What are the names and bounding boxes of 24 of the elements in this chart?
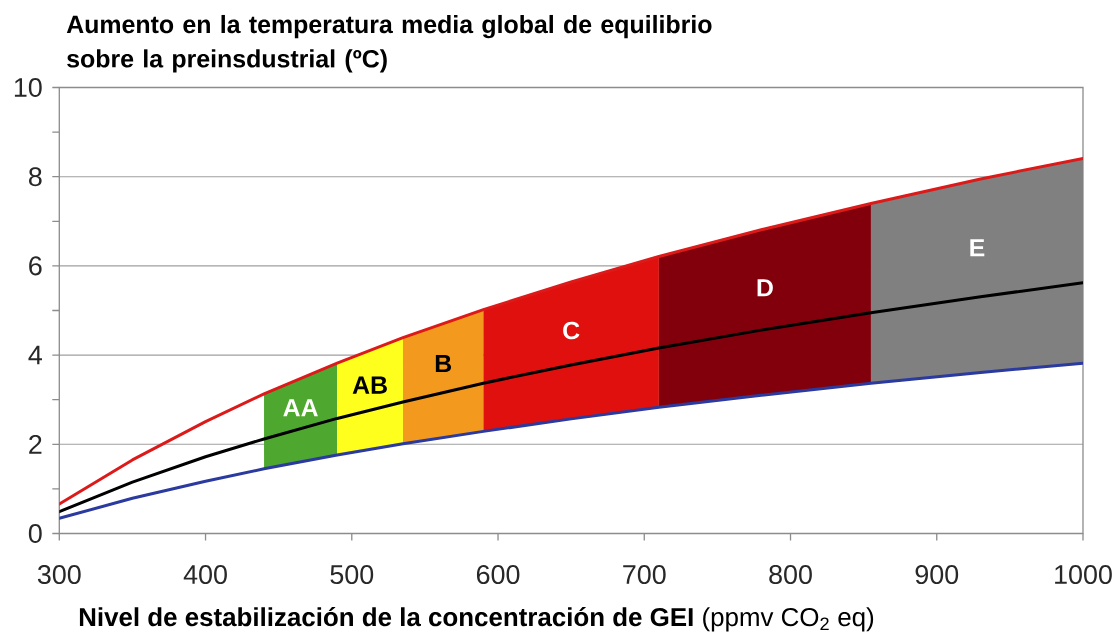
y-axis-title: Aumento en la temperatura media global de equilibrio sobre la preinsdustrial (ºC): [66, 14, 712, 73]
x-axis-title: Nivel de estabilización de la concentración de GEI (ppmv CO$_{2}$ eq): [79, 607, 874, 632]
y-tick-label: 0: [28, 523, 42, 544]
x-tick-label: 600: [476, 565, 520, 585]
x-tick-label: 800: [769, 565, 812, 585]
series-label: C: [563, 321, 580, 340]
series-label: AB: [352, 376, 387, 394]
x-tick-label: 700: [623, 565, 666, 585]
y-tick-label: 10: [14, 77, 42, 98]
series-label: D: [757, 279, 773, 297]
series-label: E: [970, 239, 985, 257]
y-tick-label: 2: [29, 434, 42, 454]
x-tick-label: 1000: [1055, 565, 1112, 585]
x-tick-label: 500: [330, 565, 374, 585]
line-series: [59, 156, 1083, 506]
y-tick-label: 6: [29, 256, 42, 276]
line-series: [59, 281, 1083, 514]
x-tick-label: 300: [37, 565, 81, 585]
y-tick-label: 4: [28, 345, 42, 365]
x-tick-label: 400: [183, 565, 227, 585]
y-tick-label: 8: [28, 167, 42, 187]
series-label: B: [435, 354, 452, 373]
series-label: AA: [283, 399, 318, 417]
x-tick-label: 900: [915, 565, 959, 585]
